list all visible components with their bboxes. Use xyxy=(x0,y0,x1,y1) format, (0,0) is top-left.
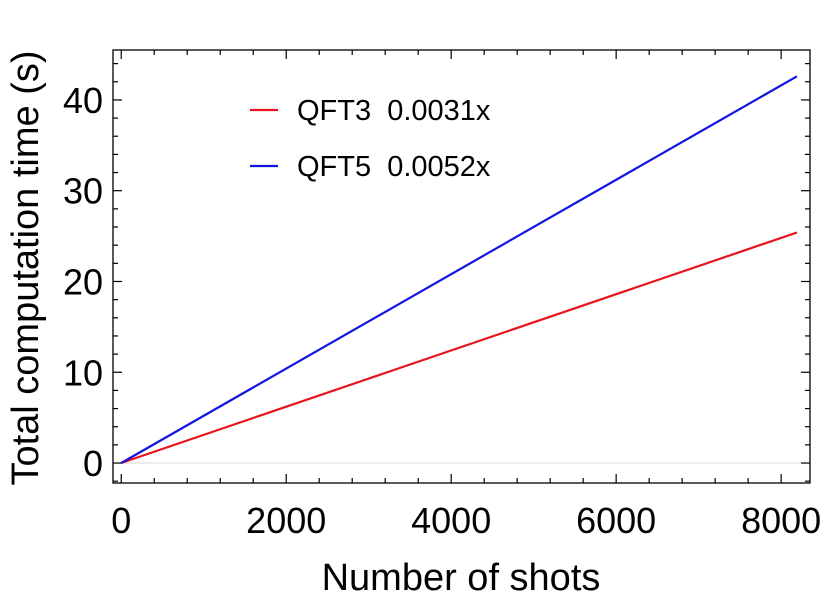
y-tick-label: 10 xyxy=(63,352,103,393)
legend: QFT3 0.0031x QFT5 0.0052x xyxy=(250,95,491,183)
series-layer xyxy=(120,75,798,465)
y-tick-labels: 0 10 20 30 40 xyxy=(63,80,103,484)
legend-label: QFT5 0.0052x xyxy=(297,151,491,183)
series-line-1 xyxy=(120,231,798,465)
axis-ticks xyxy=(113,50,810,483)
y-tick-label: 30 xyxy=(63,171,103,212)
x-tick-label: 2000 xyxy=(246,500,326,541)
x-tick-labels: 0 2000 4000 6000 8000 xyxy=(111,500,821,541)
x-tick-label: 0 xyxy=(111,500,131,541)
x-tick-label: 4000 xyxy=(411,500,491,541)
y-tick-label: 40 xyxy=(63,80,103,121)
legend-label: QFT3 0.0031x xyxy=(297,95,491,127)
series-line-2 xyxy=(120,75,798,464)
x-tick-label: 6000 xyxy=(576,500,656,541)
y-tick-label: 0 xyxy=(83,443,103,484)
y-tick-label: 20 xyxy=(63,261,103,302)
x-axis-title: Number of shots xyxy=(322,557,601,596)
y-axis-title: Total computation time (s) xyxy=(5,50,47,485)
x-tick-label: 8000 xyxy=(741,500,821,541)
plot-frame xyxy=(112,49,811,484)
